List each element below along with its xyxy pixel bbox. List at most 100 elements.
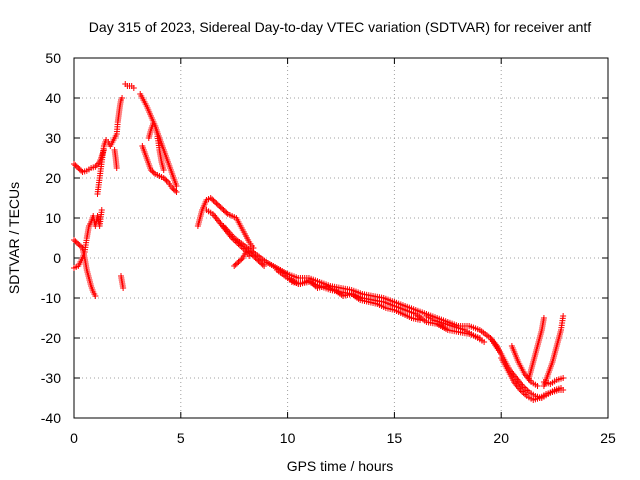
chart-title: Day 315 of 2023, Sidereal Day-to-day VTE… bbox=[89, 19, 592, 35]
data-point bbox=[235, 259, 242, 265]
data-point bbox=[216, 203, 223, 209]
x-tick-label: 5 bbox=[177, 430, 185, 446]
data-point bbox=[71, 161, 77, 167]
series-segment-7 bbox=[122, 81, 137, 91]
data-point bbox=[213, 200, 220, 207]
data-point bbox=[162, 176, 169, 183]
data-point bbox=[170, 186, 177, 193]
data-point bbox=[120, 285, 127, 291]
y-tick-label: -40 bbox=[41, 410, 61, 426]
data-point bbox=[172, 187, 179, 194]
data-point bbox=[76, 242, 83, 249]
y-tick-label: 0 bbox=[53, 250, 61, 266]
x-tick-label: 15 bbox=[387, 430, 403, 446]
data-point bbox=[259, 261, 266, 268]
x-tick-labels: 0 5 10 15 20 25 bbox=[70, 430, 616, 446]
data-points bbox=[71, 81, 567, 403]
data-point bbox=[119, 95, 126, 101]
data-point bbox=[160, 167, 167, 173]
grid-lines bbox=[74, 58, 608, 418]
data-point bbox=[78, 243, 85, 250]
x-axis-label: GPS time / hours bbox=[287, 458, 394, 474]
data-point bbox=[209, 196, 216, 203]
series-segment-3 bbox=[71, 207, 105, 271]
data-point bbox=[211, 199, 218, 205]
data-point bbox=[169, 185, 176, 191]
y-tick-labels: -40 -30 -20 -10 0 10 20 30 40 50 bbox=[41, 50, 61, 426]
data-point bbox=[173, 183, 180, 189]
data-point bbox=[71, 237, 77, 243]
data-point bbox=[232, 261, 239, 268]
series-segment-1 bbox=[71, 147, 107, 175]
data-point bbox=[160, 175, 167, 181]
data-point bbox=[75, 165, 82, 171]
data-point bbox=[560, 375, 567, 381]
data-point bbox=[417, 317, 424, 323]
y-tick-label: -30 bbox=[41, 370, 61, 386]
data-point bbox=[98, 207, 105, 213]
data-point bbox=[481, 339, 488, 345]
series-segment-21 bbox=[525, 315, 547, 381]
data-point bbox=[149, 168, 156, 175]
data-point bbox=[221, 208, 228, 215]
data-point bbox=[219, 205, 226, 212]
data-point bbox=[78, 167, 85, 174]
data-point bbox=[73, 239, 80, 246]
series-segment-19 bbox=[498, 355, 567, 403]
y-axis-label: SDTVAR / TECUs bbox=[6, 182, 22, 294]
y-tick-label: 20 bbox=[45, 170, 61, 186]
data-point bbox=[238, 256, 245, 263]
data-point bbox=[223, 209, 230, 216]
y-tick-label: 30 bbox=[45, 130, 61, 146]
series-segment-17 bbox=[423, 313, 488, 345]
data-point bbox=[130, 85, 137, 91]
series-segment-11 bbox=[194, 195, 257, 251]
data-point bbox=[75, 241, 82, 247]
data-point bbox=[173, 189, 180, 195]
series-segment-22 bbox=[540, 313, 567, 389]
data-point bbox=[214, 201, 221, 208]
series-segment-4 bbox=[94, 95, 126, 197]
series-segment-13 bbox=[231, 247, 268, 269]
x-tick-label: 10 bbox=[280, 430, 296, 446]
y-tick-label: 40 bbox=[45, 90, 61, 106]
data-point bbox=[163, 177, 170, 184]
data-point bbox=[72, 162, 79, 169]
y-tick-label: -20 bbox=[41, 330, 61, 346]
data-point bbox=[150, 169, 157, 176]
axis-ticks bbox=[73, 57, 609, 419]
y-tick-label: 50 bbox=[45, 50, 61, 66]
data-point bbox=[261, 263, 268, 269]
data-point bbox=[207, 195, 214, 201]
data-point bbox=[76, 166, 83, 173]
series-segment-14 bbox=[220, 223, 505, 357]
data-point bbox=[217, 204, 224, 211]
series-segment-5 bbox=[111, 147, 120, 171]
data-point bbox=[256, 259, 263, 265]
data-point bbox=[92, 293, 99, 299]
data-point bbox=[210, 197, 217, 204]
data-point bbox=[73, 163, 80, 170]
series-segment-10 bbox=[145, 121, 167, 173]
data-point bbox=[560, 387, 567, 393]
data-point bbox=[534, 383, 541, 389]
series-segment-16 bbox=[288, 277, 424, 323]
x-tick-label: 20 bbox=[493, 430, 509, 446]
data-point bbox=[220, 207, 227, 213]
data-point bbox=[113, 165, 120, 171]
data-point bbox=[540, 315, 547, 321]
y-tick-label: -10 bbox=[41, 290, 61, 306]
data-point bbox=[147, 167, 154, 173]
x-tick-label: 0 bbox=[70, 430, 78, 446]
data-point bbox=[258, 260, 265, 267]
series-segment-23 bbox=[540, 375, 567, 387]
x-tick-label: 25 bbox=[600, 430, 616, 446]
series-segment-9 bbox=[139, 143, 180, 195]
data-point bbox=[72, 238, 79, 245]
data-point bbox=[231, 263, 238, 269]
data-point bbox=[236, 257, 243, 264]
y-tick-label: 10 bbox=[45, 210, 61, 226]
plot-frame bbox=[73, 57, 609, 419]
series-segment-6 bbox=[117, 273, 127, 291]
